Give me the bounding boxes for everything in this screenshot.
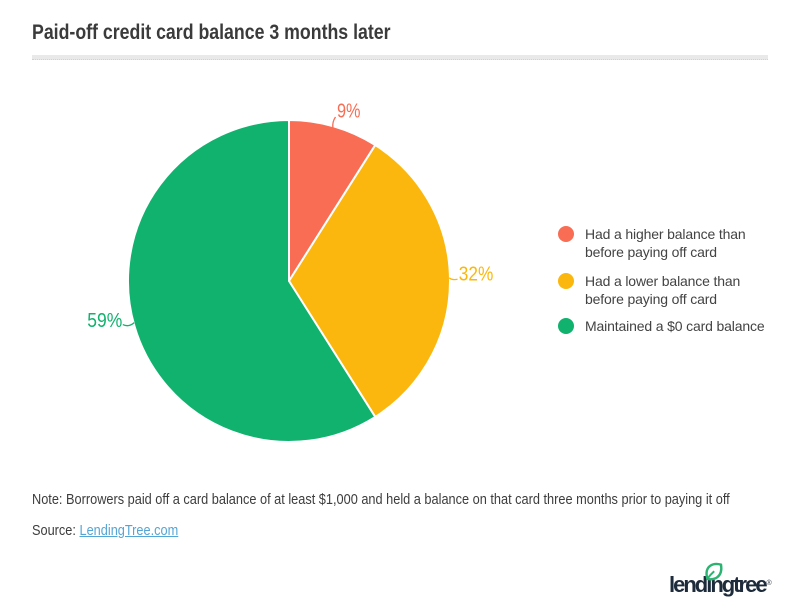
svg-text:59%: 59%: [87, 309, 122, 332]
svg-text:®: ®: [767, 579, 773, 587]
svg-text:32%: 32%: [459, 263, 494, 286]
svg-text:9%: 9%: [337, 100, 361, 123]
